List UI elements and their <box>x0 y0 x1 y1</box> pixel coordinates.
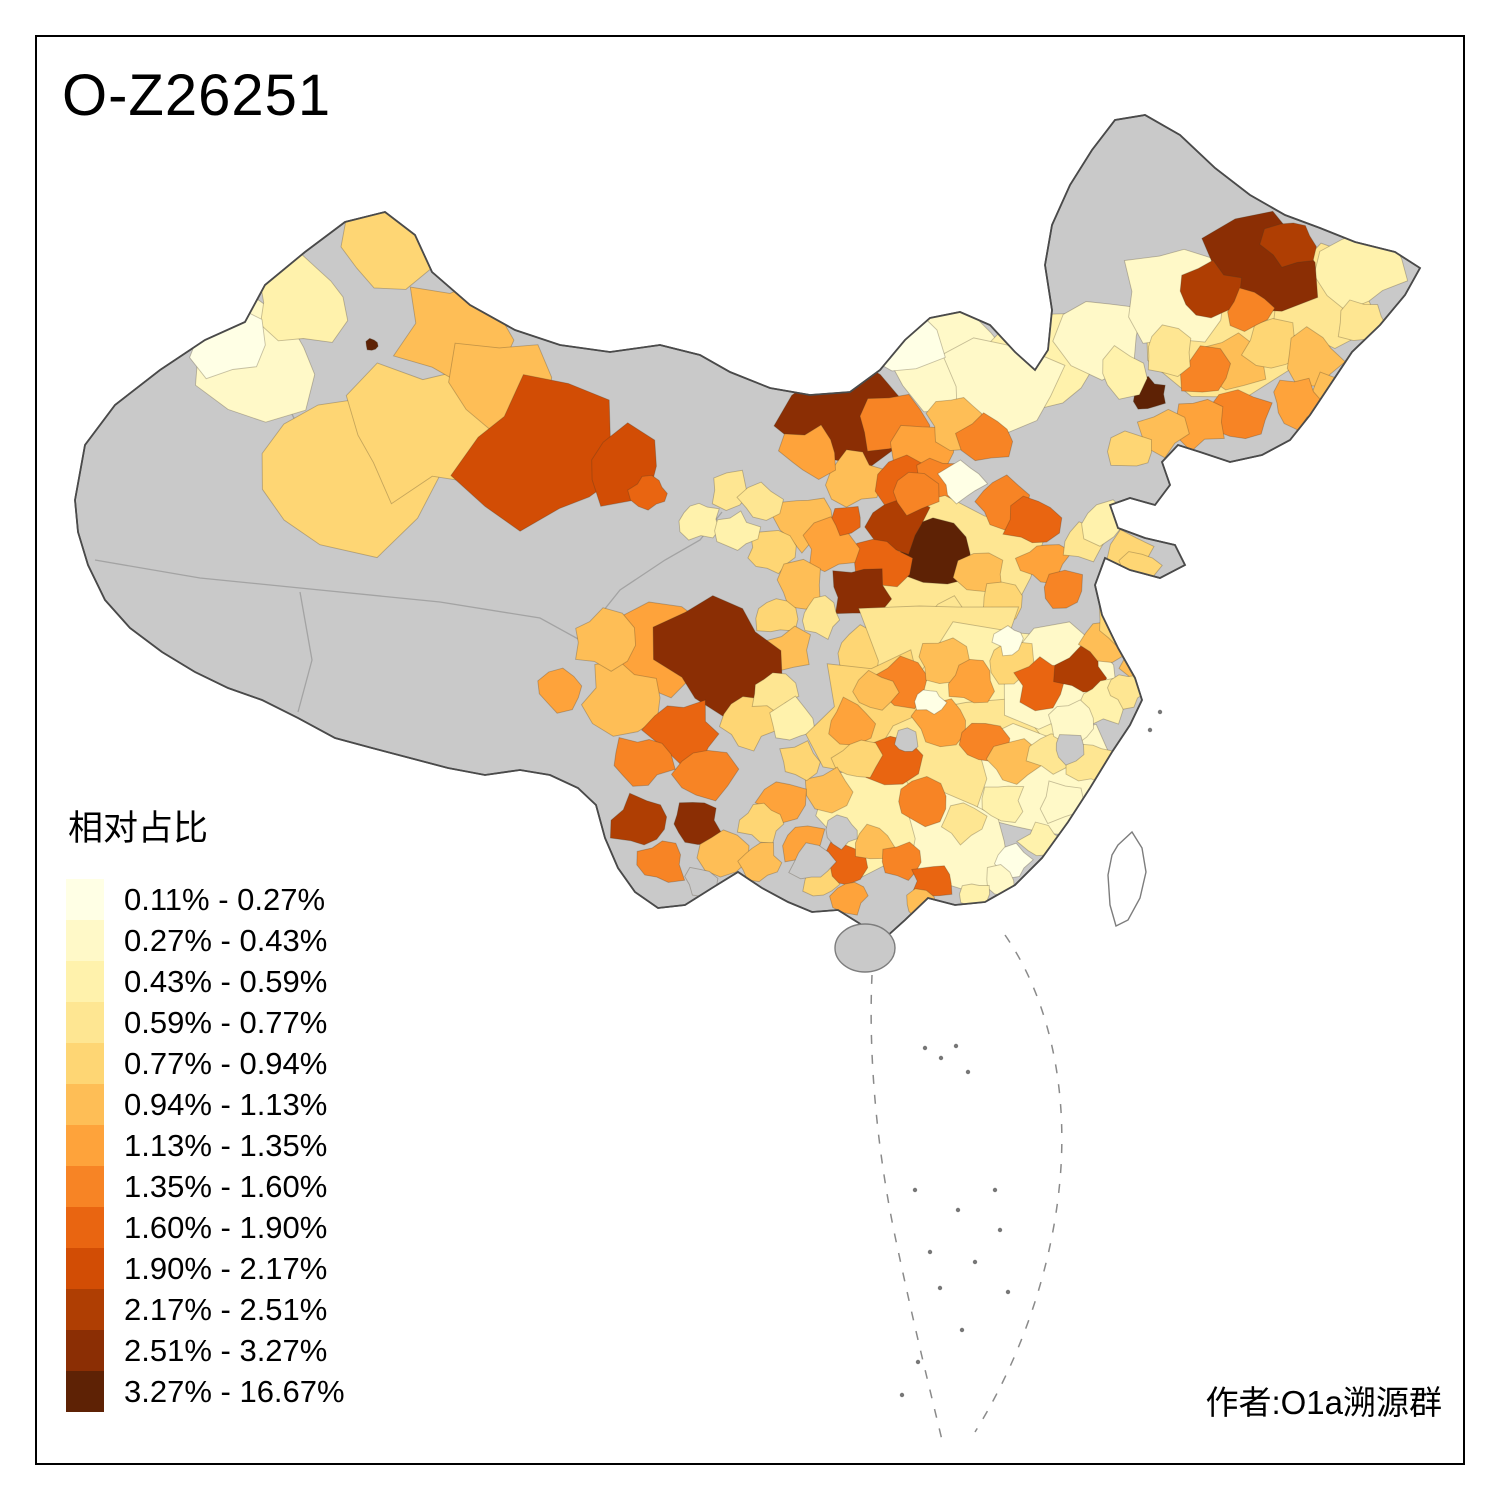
legend-label: 0.11% - 0.27% <box>124 881 326 917</box>
attribution: 作者:O1a溯源群 <box>1205 1384 1442 1421</box>
legend-item: 0.59% - 0.77% <box>66 1002 345 1043</box>
legend-swatch <box>66 1330 104 1371</box>
legend-label: 1.60% - 1.90% <box>124 1209 328 1245</box>
legend-label: 0.77% - 0.94% <box>124 1045 328 1081</box>
legend-swatch <box>66 1166 104 1207</box>
legend-item: 1.60% - 1.90% <box>66 1207 345 1248</box>
legend-swatch <box>66 1289 104 1330</box>
legend-item: 2.17% - 2.51% <box>66 1289 345 1330</box>
legend-item: 3.27% - 16.67% <box>66 1371 345 1412</box>
legend-swatch <box>66 1043 104 1084</box>
legend-swatch <box>66 920 104 961</box>
legend-item: 2.51% - 3.27% <box>66 1330 345 1371</box>
legend-swatch <box>66 879 104 920</box>
legend-label: 3.27% - 16.67% <box>124 1373 345 1409</box>
legend-swatch <box>66 1207 104 1248</box>
legend-swatch <box>66 1125 104 1166</box>
legend-item: 0.43% - 0.59% <box>66 961 345 1002</box>
legend-swatch <box>66 1248 104 1289</box>
legend-swatch <box>66 1002 104 1043</box>
legend: 相对占比 0.11% - 0.27% 0.27% - 0.43% 0.43% - 0… <box>66 800 345 1412</box>
legend-item: 1.90% - 2.17% <box>66 1248 345 1289</box>
legend-rows: 0.11% - 0.27% 0.27% - 0.43% 0.43% - 0.59% 0… <box>66 879 345 1412</box>
legend-swatch <box>66 1371 104 1412</box>
legend-label: 0.43% - 0.59% <box>124 963 328 999</box>
legend-label: 1.35% - 1.60% <box>124 1168 328 1204</box>
legend-item: 0.94% - 1.13% <box>66 1084 345 1125</box>
legend-swatch <box>66 1084 104 1125</box>
legend-label: 2.17% - 2.51% <box>124 1291 328 1327</box>
legend-swatch <box>66 961 104 1002</box>
legend-label: 0.27% - 0.43% <box>124 922 328 958</box>
legend-item: 1.35% - 1.60% <box>66 1166 345 1207</box>
legend-item: 0.11% - 0.27% <box>66 879 345 920</box>
legend-label: 2.51% - 3.27% <box>124 1332 328 1368</box>
legend-label: 0.59% - 0.77% <box>124 1004 328 1040</box>
figure-title: O-Z26251 <box>62 63 332 128</box>
legend-item: 1.13% - 1.35% <box>66 1125 345 1166</box>
legend-title: 相对占比 <box>68 809 209 848</box>
legend-item: 0.77% - 0.94% <box>66 1043 345 1084</box>
legend-label: 0.94% - 1.13% <box>124 1086 328 1122</box>
legend-item: 0.27% - 0.43% <box>66 920 345 961</box>
legend-label: 1.90% - 2.17% <box>124 1250 328 1286</box>
legend-label: 1.13% - 1.35% <box>124 1127 328 1163</box>
